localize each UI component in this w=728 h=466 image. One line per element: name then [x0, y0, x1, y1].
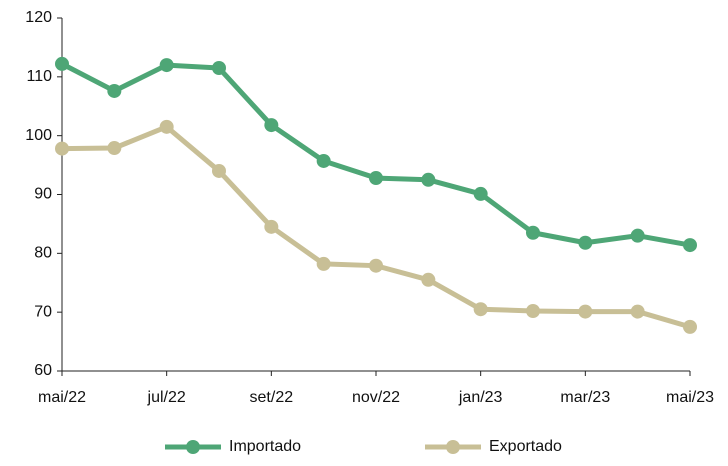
data-point: [578, 235, 593, 250]
data-point: [473, 302, 488, 317]
data-point: [159, 58, 174, 73]
data-point: [630, 304, 645, 319]
data-point: [421, 272, 436, 287]
data-point: [316, 256, 331, 271]
data-point: [159, 119, 174, 134]
x-tick-label: set/22: [250, 389, 294, 406]
x-tick-label: jul/22: [147, 389, 186, 406]
legend-label: Importado: [229, 438, 301, 455]
data-point: [578, 304, 593, 319]
data-point: [212, 163, 226, 178]
y-tick-label: 110: [26, 68, 52, 85]
x-tick-label: mai/23: [666, 389, 714, 406]
data-point: [526, 303, 540, 318]
data-point: [212, 61, 226, 76]
data-point: [264, 118, 279, 133]
data-point: [683, 238, 697, 253]
series-line: [60, 61, 691, 248]
y-tick-label: 90: [34, 186, 52, 203]
legend-marker: [186, 440, 200, 454]
legend-marker: [446, 440, 460, 454]
y-tick-label: 70: [34, 303, 52, 320]
data-point: [55, 56, 69, 71]
data-point: [264, 219, 279, 234]
data-point: [473, 186, 488, 201]
data-point: [369, 258, 383, 273]
data-point: [316, 153, 331, 168]
x-tick-label: mai/22: [38, 389, 86, 406]
data-point: [526, 225, 540, 240]
series-line: [61, 124, 691, 330]
x-tick-label: jan/23: [458, 389, 503, 406]
y-tick-label: 100: [25, 127, 52, 144]
data-point: [421, 172, 436, 187]
x-tick-label: mar/23: [560, 389, 610, 406]
y-tick-label: 60: [34, 362, 52, 379]
x-tick-label: nov/22: [352, 389, 400, 406]
data-point: [107, 83, 122, 98]
data-point: [630, 228, 645, 243]
data-point: [55, 141, 69, 156]
legend-label: Exportado: [489, 438, 562, 455]
y-tick-label: 120: [25, 9, 52, 26]
data-point: [107, 141, 122, 156]
y-tick-label: 80: [34, 245, 52, 262]
data-point: [683, 319, 697, 334]
data-point: [369, 171, 383, 186]
